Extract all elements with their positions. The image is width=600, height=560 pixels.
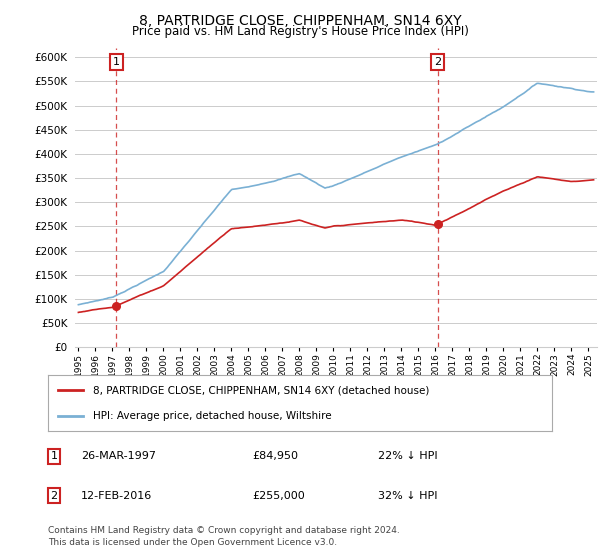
- Text: Contains HM Land Registry data © Crown copyright and database right 2024.: Contains HM Land Registry data © Crown c…: [48, 526, 400, 535]
- Text: 8, PARTRIDGE CLOSE, CHIPPENHAM, SN14 6XY: 8, PARTRIDGE CLOSE, CHIPPENHAM, SN14 6XY: [139, 14, 461, 28]
- Text: 22% ↓ HPI: 22% ↓ HPI: [378, 451, 437, 461]
- Text: £255,000: £255,000: [252, 491, 305, 501]
- Text: 26-MAR-1997: 26-MAR-1997: [81, 451, 156, 461]
- Text: 2: 2: [50, 491, 58, 501]
- Text: £84,950: £84,950: [252, 451, 298, 461]
- Text: 12-FEB-2016: 12-FEB-2016: [81, 491, 152, 501]
- Text: 2: 2: [434, 57, 441, 67]
- Text: 32% ↓ HPI: 32% ↓ HPI: [378, 491, 437, 501]
- Text: 8, PARTRIDGE CLOSE, CHIPPENHAM, SN14 6XY (detached house): 8, PARTRIDGE CLOSE, CHIPPENHAM, SN14 6XY…: [94, 385, 430, 395]
- Text: 1: 1: [113, 57, 120, 67]
- Text: 1: 1: [50, 451, 58, 461]
- Text: Price paid vs. HM Land Registry's House Price Index (HPI): Price paid vs. HM Land Registry's House …: [131, 25, 469, 38]
- Text: HPI: Average price, detached house, Wiltshire: HPI: Average price, detached house, Wilt…: [94, 410, 332, 421]
- Text: This data is licensed under the Open Government Licence v3.0.: This data is licensed under the Open Gov…: [48, 538, 337, 547]
